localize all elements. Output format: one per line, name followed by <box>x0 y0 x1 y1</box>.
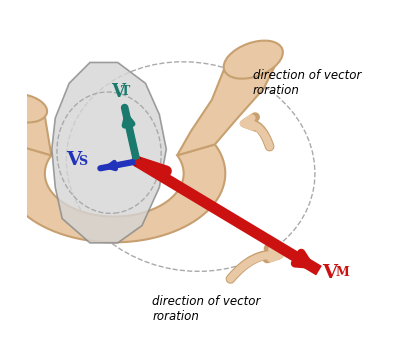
Text: V: V <box>65 151 81 169</box>
Text: M: M <box>335 266 348 279</box>
Text: direction of vector
roration: direction of vector roration <box>152 295 260 323</box>
Polygon shape <box>0 103 51 155</box>
Polygon shape <box>52 62 166 243</box>
Text: T: T <box>121 85 130 99</box>
Text: V: V <box>322 264 337 282</box>
Text: S: S <box>78 155 87 168</box>
Ellipse shape <box>0 94 47 122</box>
Ellipse shape <box>223 41 282 79</box>
Text: direction of vector
roration: direction of vector roration <box>252 69 360 97</box>
Text: V: V <box>111 83 124 101</box>
Polygon shape <box>177 54 280 155</box>
Polygon shape <box>3 144 225 242</box>
